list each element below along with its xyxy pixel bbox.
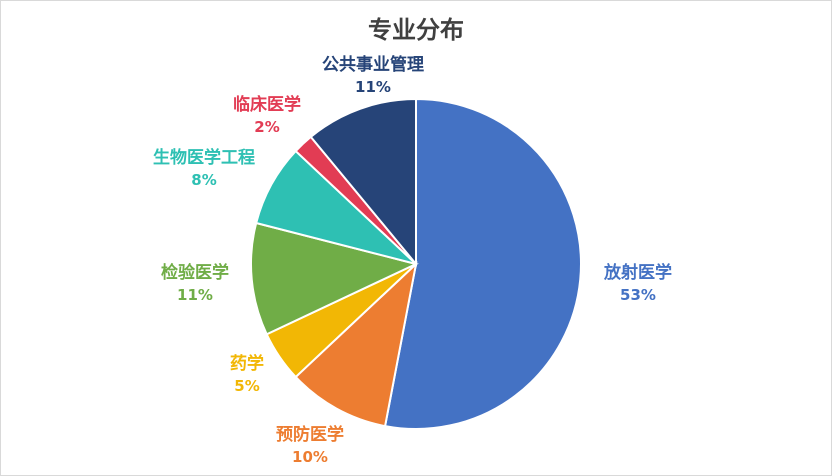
slice-label: 预防医学	[276, 424, 344, 445]
pie-labels: 放射医学 53% 预防医学 10% 药学 5% 检验医学 11% 生物医学工程 8% 临床医学 2% 公…	[153, 54, 672, 466]
pie-slice	[309, 97, 417, 267]
slice-label: 检验医学	[161, 262, 229, 283]
slice-percent-label: 11%	[177, 286, 213, 304]
slice-percent-label: 2%	[254, 118, 279, 136]
slice-percent-label: 11%	[355, 78, 391, 96]
pie-slice	[294, 261, 418, 428]
slice-percent-label: 8%	[191, 171, 216, 189]
chart-title: 专业分布	[368, 16, 464, 44]
slice-label: 生物医学工程	[153, 147, 255, 168]
slice-percent-label: 10%	[292, 448, 328, 466]
slice-label: 药学	[230, 353, 264, 374]
slice-label: 公共事业管理	[322, 54, 424, 75]
slice-label: 放射医学	[603, 262, 672, 283]
pie-slice	[249, 221, 419, 336]
slice-percent-label: 53%	[620, 286, 656, 304]
slice-percent-label: 5%	[234, 377, 259, 395]
pie-slice	[383, 97, 582, 430]
pie-slices	[249, 97, 582, 430]
slice-label: 临床医学	[233, 94, 301, 115]
